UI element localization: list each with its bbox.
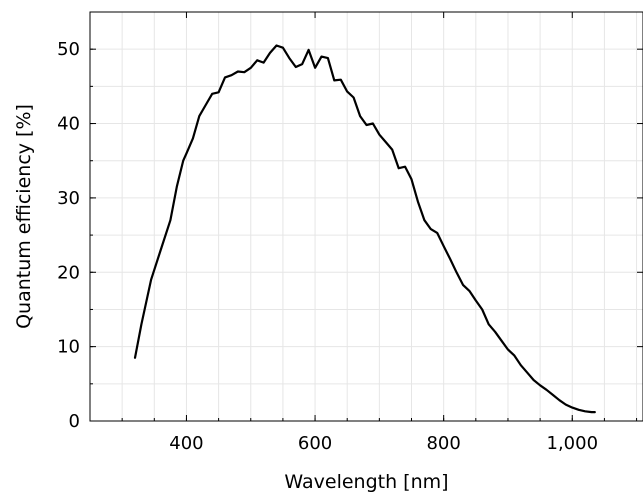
major-ticks (90, 12, 643, 422)
y-axis-title: Quantum efficiency [%] (13, 104, 35, 329)
y-tick-label: 0 (69, 411, 80, 432)
y-tick-label: 40 (57, 114, 80, 135)
x-tick-label: 800 (426, 433, 460, 454)
x-tick-label: 600 (298, 433, 332, 454)
grid-lines (90, 11, 643, 421)
x-tick-label: 400 (169, 433, 203, 454)
plot-frame (89, 11, 643, 422)
y-tick-labels: 0 10 20 30 40 50 (57, 39, 80, 432)
y-tick-label: 20 (57, 262, 80, 283)
y-tick-label: 10 (57, 337, 80, 358)
x-tick-labels: 400 600 800 1,000 (169, 433, 598, 454)
y-tick-label: 30 (57, 188, 80, 209)
x-axis-title: Wavelength [nm] (284, 471, 448, 492)
y-tick-label: 50 (57, 39, 80, 60)
x-tick-label: 1,000 (547, 433, 599, 454)
qe-curve-line (133, 44, 596, 414)
